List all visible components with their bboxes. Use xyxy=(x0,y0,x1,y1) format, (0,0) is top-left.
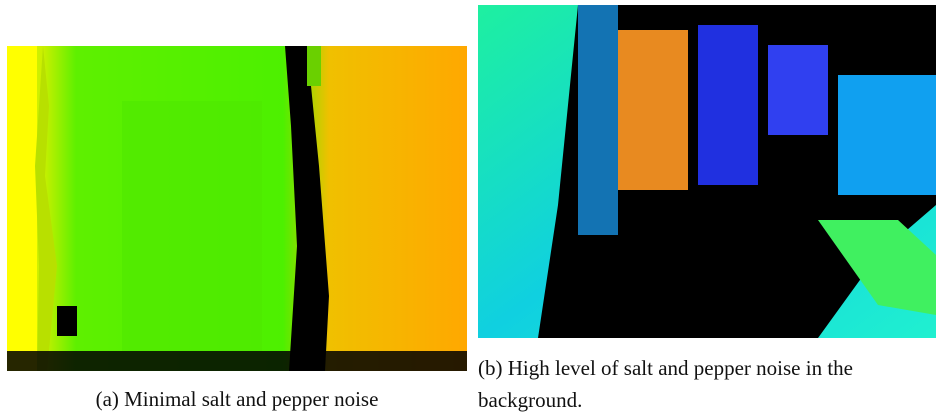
caption-a: (a) Minimal salt and pepper noise xyxy=(95,387,379,411)
depth-image-a xyxy=(7,46,467,371)
caption-b: (b) High level of salt and pepper noise … xyxy=(478,356,853,412)
depth-image-b xyxy=(478,5,936,338)
